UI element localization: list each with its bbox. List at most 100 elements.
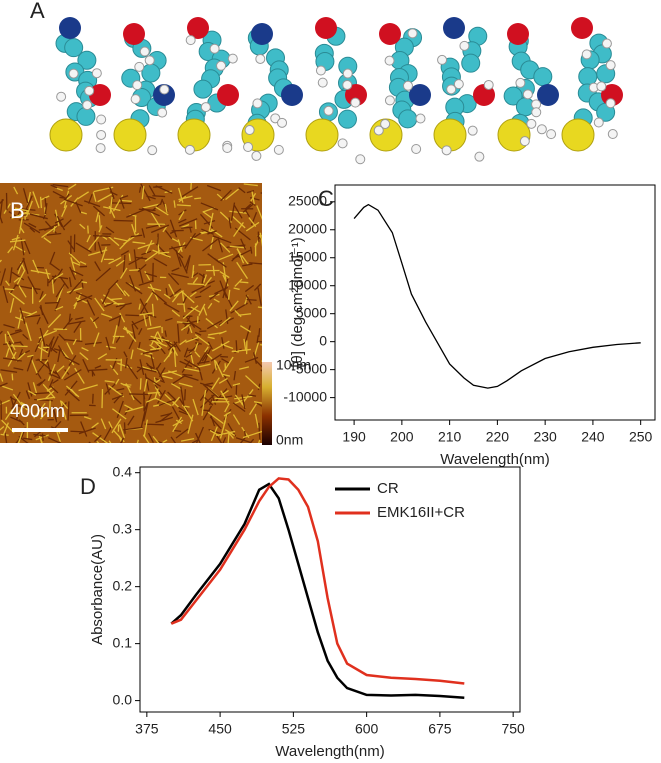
fibril xyxy=(178,218,198,227)
fibril xyxy=(256,235,262,242)
fibril xyxy=(92,316,100,323)
fibril xyxy=(194,334,210,346)
fibril xyxy=(160,251,170,254)
y-tick-label: 0.2 xyxy=(113,577,133,593)
fibril xyxy=(115,378,120,385)
fibril xyxy=(213,298,220,303)
atom xyxy=(96,129,107,140)
fibril xyxy=(163,302,180,313)
fibril xyxy=(2,422,9,436)
x-tick-label: 375 xyxy=(135,721,159,737)
fibril xyxy=(45,336,55,352)
fibril xyxy=(69,266,77,281)
fibril xyxy=(163,351,173,363)
fibril xyxy=(207,280,216,285)
atom xyxy=(113,118,147,152)
fibril xyxy=(167,341,178,351)
fibril xyxy=(119,312,126,323)
fibril xyxy=(232,249,251,260)
fibril xyxy=(105,345,116,349)
fibril xyxy=(175,428,189,439)
fibril xyxy=(159,198,164,206)
fibril xyxy=(46,232,62,236)
fibril xyxy=(233,222,244,237)
fibril xyxy=(7,246,14,254)
fibril xyxy=(167,391,177,401)
fibril xyxy=(108,440,112,443)
fibril xyxy=(197,349,208,366)
atom xyxy=(533,67,553,87)
fibril xyxy=(126,364,139,380)
atom xyxy=(601,38,612,49)
fibril xyxy=(176,204,191,207)
fibril xyxy=(228,217,232,229)
fibril xyxy=(76,294,93,303)
x-tick-label: 230 xyxy=(533,429,557,445)
fibril xyxy=(73,292,82,310)
fibril xyxy=(123,290,130,297)
y-axis-label: [θ] (deg cm²dmol⁻¹) xyxy=(289,237,306,367)
fibril xyxy=(203,348,212,364)
fibril xyxy=(10,284,18,294)
fibril xyxy=(171,292,180,303)
x-axis-label: Wavelength(nm) xyxy=(275,743,384,760)
fibril xyxy=(20,238,25,256)
fibril xyxy=(50,184,58,189)
fibril xyxy=(144,373,150,391)
fibril xyxy=(81,347,89,352)
fibril xyxy=(249,201,256,206)
fibril xyxy=(182,373,193,377)
fibril xyxy=(61,366,71,380)
fibril xyxy=(230,302,248,314)
fibril xyxy=(66,286,84,294)
fibril xyxy=(147,432,154,443)
fibril xyxy=(108,279,119,291)
x-tick-label: 450 xyxy=(208,721,232,737)
atom xyxy=(144,55,155,66)
fibril xyxy=(158,398,176,407)
fibril xyxy=(137,347,153,355)
fibril xyxy=(56,402,67,413)
fibril xyxy=(244,356,259,363)
fibril xyxy=(181,186,199,198)
fibril xyxy=(253,283,262,291)
fibril xyxy=(54,420,62,429)
fibril xyxy=(249,246,253,254)
atom xyxy=(222,143,233,154)
fibril xyxy=(207,411,224,424)
fibril xyxy=(30,358,38,374)
atom xyxy=(132,80,143,91)
atom xyxy=(379,23,401,45)
fibril xyxy=(147,286,162,292)
fibril xyxy=(88,249,108,257)
y-tick-label: 0.0 xyxy=(113,691,133,707)
fibril xyxy=(54,213,63,227)
fibril xyxy=(104,382,117,395)
y-tick-label: 0.3 xyxy=(113,520,133,536)
atom xyxy=(342,68,353,79)
atom xyxy=(177,118,211,152)
fibril xyxy=(201,273,205,286)
fibril xyxy=(54,218,64,224)
fibril xyxy=(239,366,250,370)
fibril xyxy=(20,401,28,411)
fibril xyxy=(54,272,64,280)
fibril xyxy=(192,398,199,416)
fibril xyxy=(225,188,240,200)
fibril xyxy=(68,252,81,264)
fibril xyxy=(92,205,106,217)
fibril xyxy=(0,382,8,387)
fibril xyxy=(18,435,29,443)
fibril xyxy=(97,241,103,255)
fibril xyxy=(115,336,121,343)
fibril xyxy=(195,432,201,443)
fibril xyxy=(173,347,177,367)
fibril xyxy=(172,416,183,433)
fibril xyxy=(111,202,132,205)
fibril xyxy=(154,397,172,407)
fibril xyxy=(70,197,79,207)
fibril xyxy=(182,322,193,325)
fibril xyxy=(232,414,241,425)
fibril xyxy=(92,192,97,202)
atom xyxy=(84,85,95,96)
